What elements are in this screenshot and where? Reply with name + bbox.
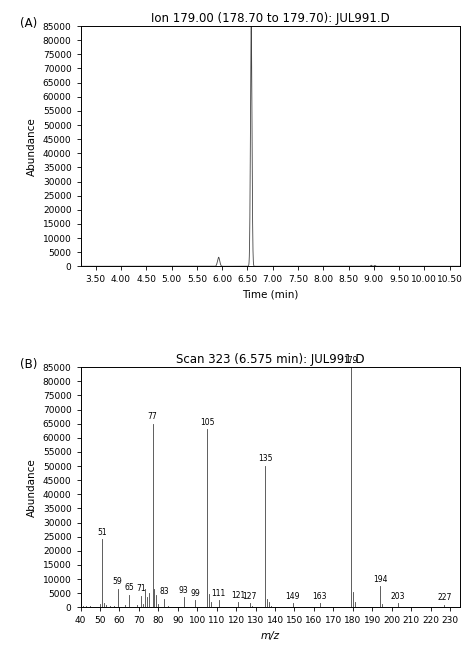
Text: 194: 194 — [373, 575, 387, 584]
Text: 149: 149 — [285, 592, 300, 601]
Text: 111: 111 — [211, 589, 226, 597]
X-axis label: Time (min): Time (min) — [242, 290, 298, 300]
Text: 135: 135 — [258, 454, 273, 464]
Text: 59: 59 — [113, 577, 122, 586]
Text: 227: 227 — [437, 594, 451, 603]
Text: (A): (A) — [20, 16, 37, 29]
Text: 77: 77 — [148, 412, 157, 421]
Title: Scan 323 (6.575 min): JUL991.D: Scan 323 (6.575 min): JUL991.D — [176, 353, 365, 366]
Text: 83: 83 — [159, 587, 169, 596]
X-axis label: m/z: m/z — [261, 631, 280, 641]
Text: 105: 105 — [200, 418, 214, 427]
Text: 179: 179 — [344, 356, 358, 364]
Y-axis label: Abundance: Abundance — [27, 458, 37, 517]
Text: 65: 65 — [124, 583, 134, 592]
Text: 163: 163 — [312, 592, 327, 601]
Text: 121: 121 — [231, 591, 245, 599]
Text: 71: 71 — [136, 584, 146, 594]
Text: 51: 51 — [97, 528, 107, 537]
Text: (B): (B) — [20, 358, 37, 370]
Title: Ion 179.00 (178.70 to 179.70): JUL991.D: Ion 179.00 (178.70 to 179.70): JUL991.D — [151, 12, 390, 25]
Text: 99: 99 — [191, 589, 200, 597]
Y-axis label: Abundance: Abundance — [27, 117, 37, 176]
Text: 127: 127 — [243, 592, 257, 601]
Text: 93: 93 — [179, 586, 189, 595]
Text: 203: 203 — [390, 592, 405, 601]
